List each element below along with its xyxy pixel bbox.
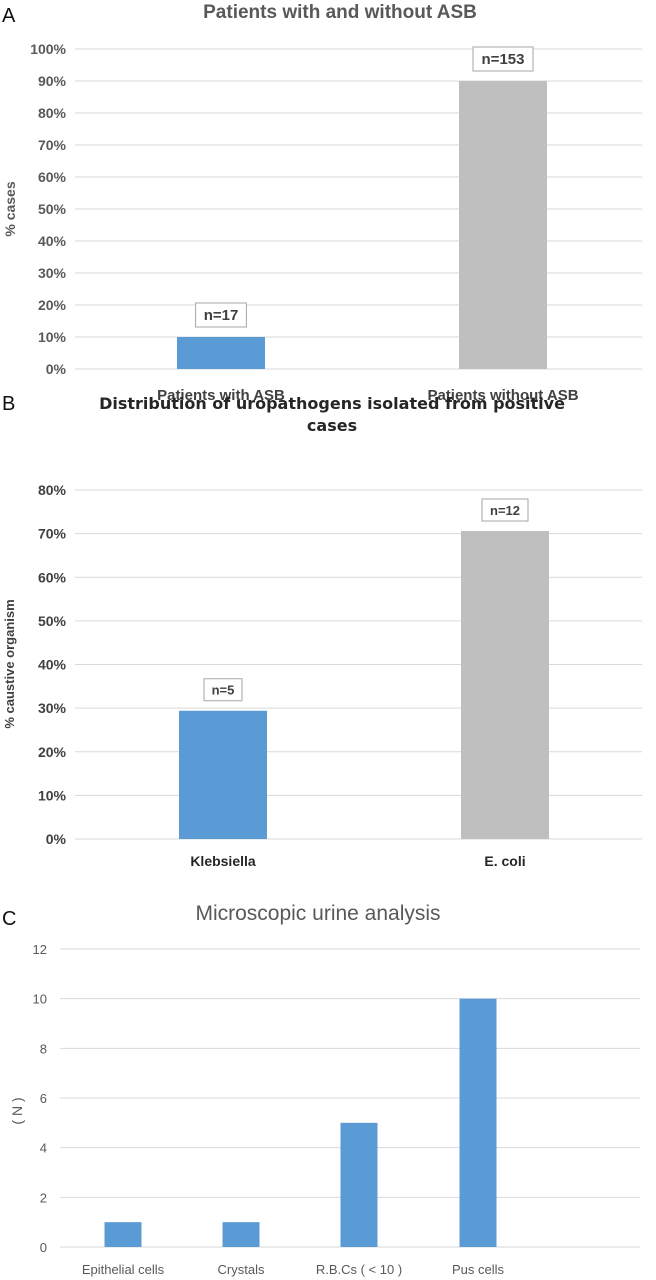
bar bbox=[461, 531, 549, 839]
x-category-label: Patients with ASB bbox=[157, 387, 285, 404]
y-tick-label: 0 bbox=[40, 1240, 47, 1255]
panel-label-a: A bbox=[2, 5, 16, 27]
bar bbox=[459, 81, 547, 369]
y-tick-label: 50% bbox=[38, 613, 67, 629]
chart-a-gridlines bbox=[75, 48, 642, 370]
y-tick-label: 50% bbox=[38, 201, 67, 217]
y-tick-label: 20% bbox=[38, 744, 67, 760]
bar bbox=[177, 337, 265, 369]
chart-a-x-categories: Patients with ASB Patients without ASB bbox=[157, 387, 579, 404]
data-label: n=12 bbox=[490, 503, 520, 518]
panel-b: B Distribution of uropathogens isolated … bbox=[2, 393, 642, 869]
y-tick-label: 0% bbox=[46, 361, 67, 377]
y-tick-label: 100% bbox=[30, 41, 66, 57]
bar bbox=[222, 1222, 260, 1247]
y-tick-label: 60% bbox=[38, 569, 67, 585]
x-category-label: Crystals bbox=[218, 1262, 265, 1277]
data-label-box bbox=[472, 46, 534, 72]
y-tick-label: 2 bbox=[40, 1190, 47, 1205]
y-tick-label: 30% bbox=[38, 700, 67, 716]
y-tick-label: 90% bbox=[38, 73, 67, 89]
chart-c-y-axis-label: ( N ) bbox=[9, 1097, 25, 1124]
chart-b-title-line-2: cases bbox=[307, 416, 357, 435]
y-tick-label: 6 bbox=[40, 1091, 47, 1106]
y-tick-label: 70% bbox=[38, 526, 67, 542]
chart-a-bars bbox=[177, 81, 547, 369]
chart-b-y-ticks: 0% 10% 20% 30% 40% 50% 60% 70% 80% bbox=[38, 482, 67, 847]
bar bbox=[340, 1122, 378, 1247]
bar bbox=[179, 710, 267, 839]
x-category-label: E. coli bbox=[484, 853, 525, 869]
data-label-box bbox=[195, 302, 247, 328]
chart-c-bars bbox=[104, 998, 497, 1247]
y-tick-label: 10% bbox=[38, 329, 67, 345]
chart-a-y-ticks: 0% 10% 20% 30% 40% 50% 60% 70% 80% 90% 100% bbox=[30, 41, 66, 377]
panel-a: A Patients with and without ASB % cases … bbox=[2, 2, 642, 404]
chart-b-bars bbox=[179, 531, 549, 839]
y-tick-label: 40% bbox=[38, 657, 67, 673]
data-label: n=17 bbox=[204, 307, 239, 324]
x-category-label: Pus cells bbox=[452, 1262, 505, 1277]
y-tick-label: 30% bbox=[38, 265, 67, 281]
data-label-box bbox=[203, 678, 243, 702]
data-label: n=5 bbox=[212, 683, 235, 698]
panel-label-c: C bbox=[2, 908, 16, 930]
x-category-label: Klebsiella bbox=[190, 853, 256, 869]
x-category-label: R.B.Cs ( < 10 ) bbox=[316, 1262, 402, 1277]
y-tick-label: 8 bbox=[40, 1041, 47, 1056]
panel-c: C Microscopic urine analysis ( N ) 0 2 4 6 8… bbox=[2, 902, 640, 1277]
data-label-box bbox=[481, 498, 529, 522]
y-tick-label: 10% bbox=[38, 787, 67, 803]
y-tick-label: 80% bbox=[38, 105, 67, 121]
chart-b-title-line-1: Distribution of uropathogens isolated fr… bbox=[99, 394, 565, 413]
chart-b-y-axis-label: % caustive organism bbox=[2, 599, 17, 728]
chart-c-x-categories: Epithelial cells Crystals R.B.Cs ( < 10 ) P… bbox=[82, 1262, 505, 1277]
chart-b-x-categories: Klebsiella E. coli bbox=[190, 853, 525, 869]
y-tick-label: 4 bbox=[40, 1141, 47, 1156]
y-tick-label: 60% bbox=[38, 169, 67, 185]
y-tick-label: 70% bbox=[38, 137, 67, 153]
chart-a-title: Patients with and without ASB bbox=[203, 2, 477, 23]
panel-label-b: B bbox=[2, 393, 15, 415]
chart-b-gridlines bbox=[75, 489, 642, 840]
y-tick-label: 80% bbox=[38, 482, 67, 498]
x-category-label: Patients without ASB bbox=[427, 387, 578, 404]
y-tick-label: 0% bbox=[46, 831, 67, 847]
bar bbox=[459, 998, 497, 1247]
data-label: n=153 bbox=[482, 51, 525, 68]
y-tick-label: 12 bbox=[33, 942, 47, 957]
chart-c-title: Microscopic urine analysis bbox=[195, 902, 440, 925]
y-tick-label: 40% bbox=[38, 233, 67, 249]
bar bbox=[104, 1222, 142, 1247]
x-category-label: Epithelial cells bbox=[82, 1262, 165, 1277]
chart-b-data-labels: n=5 n=12 bbox=[203, 498, 529, 702]
chart-c-y-ticks: 0 2 4 6 8 10 12 bbox=[33, 942, 47, 1255]
chart-a-y-axis-label: % cases bbox=[2, 181, 18, 236]
y-tick-label: 20% bbox=[38, 297, 67, 313]
chart-a-data-labels: n=17 n=153 bbox=[195, 46, 534, 328]
y-tick-label: 10 bbox=[33, 992, 47, 1007]
